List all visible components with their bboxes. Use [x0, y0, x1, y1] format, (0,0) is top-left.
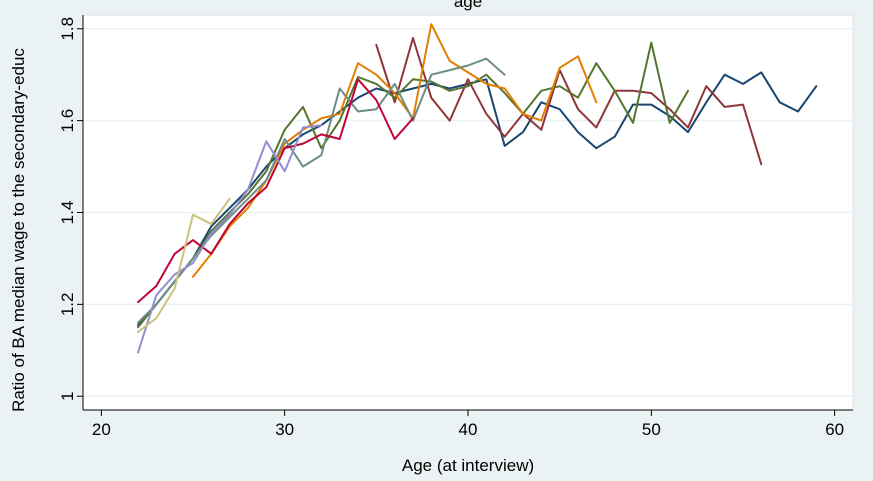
series-line-4: [192, 23, 598, 278]
x-axis-title: Age (at interview): [402, 456, 534, 475]
y-axis-title: Ratio of BA median wage to the secondary…: [9, 48, 28, 412]
x-tick-label: 20: [92, 420, 111, 439]
y-tick-label: 1.2: [58, 293, 77, 317]
x-tick-label: 50: [642, 420, 661, 439]
y-tick-label: 1: [58, 391, 77, 400]
series-line-3: [137, 41, 689, 329]
series-line-8: [137, 197, 231, 333]
series-line-2: [375, 37, 763, 166]
y-tick-label: 1.6: [58, 109, 77, 133]
x-tick-label: 60: [825, 420, 844, 439]
y-tick-label: 1.4: [58, 201, 77, 225]
series-line-5: [137, 57, 506, 324]
x-tick-label: 40: [459, 420, 478, 439]
ticks: 1 1.2 1.4 1.6 1.8 20 30 40 50 60: [58, 17, 844, 439]
series-line-7: [137, 124, 323, 354]
gridlines: [83, 28, 853, 397]
chart-title: age: [454, 0, 482, 11]
x-tick-label: 30: [275, 420, 294, 439]
y-tick-label: 1.8: [58, 17, 77, 41]
series-line-6: [137, 78, 414, 304]
series-lines: [137, 23, 818, 354]
